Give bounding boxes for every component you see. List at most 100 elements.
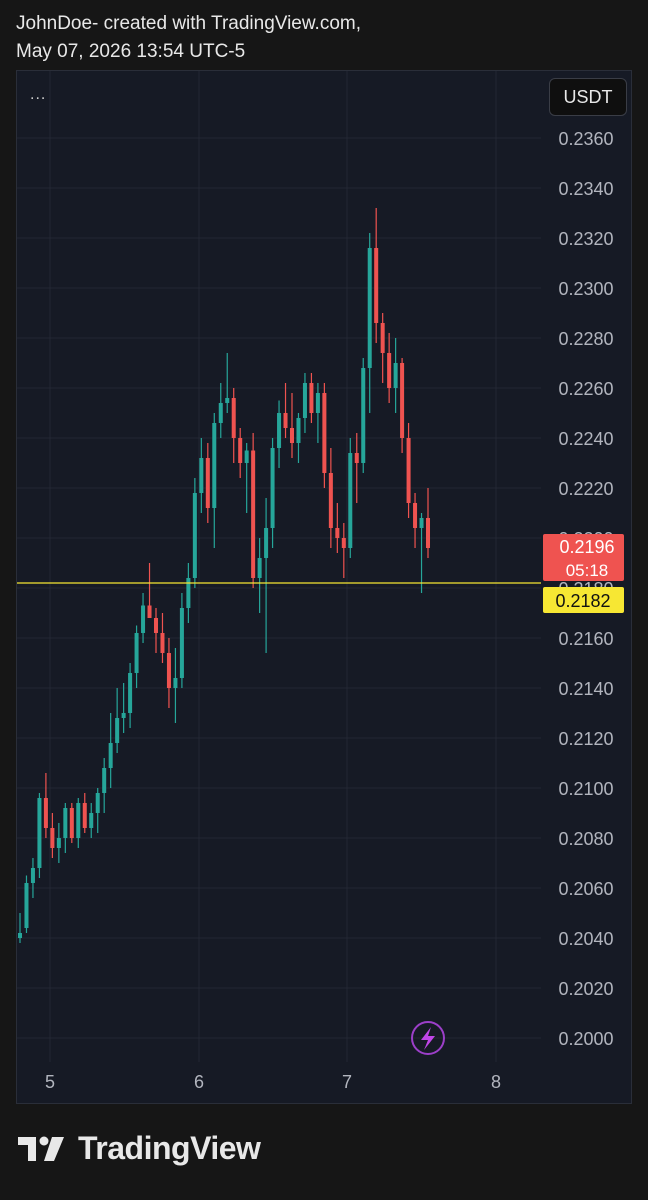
candle-body xyxy=(309,383,314,413)
tradingview-logo[interactable]: TradingView xyxy=(18,1130,261,1167)
candle-body xyxy=(251,450,256,578)
candle-body xyxy=(341,538,346,548)
y-tick-label: 0.2000 xyxy=(558,1029,613,1049)
candle-body xyxy=(69,808,74,838)
y-tick-label: 0.2120 xyxy=(558,729,613,749)
candle-body xyxy=(76,803,81,838)
candle-body xyxy=(89,813,94,828)
candle-body xyxy=(102,768,107,793)
y-tick-label: 0.2060 xyxy=(558,879,613,899)
candle-body xyxy=(121,713,126,718)
candle-body xyxy=(30,868,35,883)
candle-body xyxy=(50,828,55,848)
tradingview-logo-icon xyxy=(18,1136,64,1161)
candle-body xyxy=(153,618,159,633)
marker-price-label-bg xyxy=(543,587,624,613)
candle-body xyxy=(238,438,243,463)
candle-body xyxy=(141,605,146,633)
candle-body xyxy=(218,403,223,423)
y-tick-label: 0.2040 xyxy=(558,929,613,949)
y-tick-label: 0.2300 xyxy=(558,279,613,299)
candle-body xyxy=(147,605,152,618)
candle-body xyxy=(302,383,307,418)
candle-body xyxy=(37,798,42,868)
candle-body xyxy=(115,718,120,743)
candle-body xyxy=(205,458,210,508)
candle-body xyxy=(82,803,87,828)
x-tick-label: 7 xyxy=(342,1072,352,1092)
candle-body xyxy=(128,673,133,713)
x-tick-label: 5 xyxy=(45,1072,55,1092)
candle-body xyxy=(244,450,249,463)
candle-body xyxy=(160,633,165,653)
y-tick-label: 0.2140 xyxy=(558,679,613,699)
countdown-timer: 05:18 xyxy=(566,561,609,580)
x-tick-label: 8 xyxy=(491,1072,501,1092)
candle-body xyxy=(361,368,366,463)
candle-body xyxy=(367,248,372,368)
candle-body xyxy=(212,423,217,508)
candle-body xyxy=(400,363,405,438)
candle-body xyxy=(270,448,275,528)
candle-body xyxy=(43,798,48,828)
candle-body xyxy=(335,528,340,538)
current-price-value: 0.2196 xyxy=(559,537,614,557)
y-tick-label: 0.2020 xyxy=(558,979,613,999)
y-tick-label: 0.2160 xyxy=(558,629,613,649)
candle-body xyxy=(315,393,320,413)
candle-body xyxy=(406,438,411,503)
candle-body xyxy=(393,363,398,388)
candle-body xyxy=(277,413,282,448)
candle-body xyxy=(63,808,68,838)
y-tick-label: 0.2220 xyxy=(558,479,613,499)
candle-body xyxy=(322,393,327,473)
candle-body xyxy=(264,528,269,558)
current-price-label-bg xyxy=(543,534,624,581)
candle-body xyxy=(134,633,139,673)
candle-body xyxy=(425,518,431,548)
marker-price-value: 0.2182 xyxy=(555,591,610,611)
chart-header: JohnDoe- created with TradingView.com, M… xyxy=(16,10,361,66)
y-tick-label: 0.2320 xyxy=(558,229,613,249)
currency-selector-button[interactable]: USDT xyxy=(549,78,627,116)
candle-body xyxy=(56,838,61,848)
y-tick-label: 0.2080 xyxy=(558,829,613,849)
y-tick-label: 0.2240 xyxy=(558,429,613,449)
candle-body xyxy=(328,473,333,528)
candle-body xyxy=(348,453,353,548)
y-tick-label: 0.2360 xyxy=(558,129,613,149)
candle-body xyxy=(257,558,262,578)
candle-body xyxy=(24,883,29,928)
lightning-icon[interactable] xyxy=(411,1021,445,1055)
brand-name: TradingView xyxy=(78,1130,261,1166)
y-tick-label: 0.2340 xyxy=(558,179,613,199)
candle-body xyxy=(354,453,359,463)
candle-body xyxy=(179,608,184,678)
y-tick-label: 0.2100 xyxy=(558,779,613,799)
candle-body xyxy=(17,933,23,938)
candle-body xyxy=(192,493,197,578)
more-options-icon[interactable]: ... xyxy=(30,86,47,103)
chart-panel[interactable] xyxy=(16,70,632,1104)
candle-body xyxy=(108,743,113,768)
y-tick-label: 0.2280 xyxy=(558,329,613,349)
author-line: JohnDoe- created with TradingView.com, xyxy=(16,13,361,34)
candle-body xyxy=(380,323,385,353)
candle-body xyxy=(374,248,379,323)
candle-body xyxy=(95,793,100,813)
candle-body xyxy=(199,458,204,493)
candle-body xyxy=(283,413,288,428)
candle-body xyxy=(289,428,295,443)
candle-body xyxy=(225,398,230,403)
candle-body xyxy=(166,653,171,688)
candle-body xyxy=(419,518,424,528)
y-tick-label: 0.2260 xyxy=(558,379,613,399)
candle-body xyxy=(231,398,236,438)
candle-body xyxy=(413,503,418,528)
candle-body xyxy=(173,678,178,688)
candle-body xyxy=(387,353,392,388)
candle-body xyxy=(186,578,191,608)
timestamp-line: May 07, 2026 13:54 UTC-5 xyxy=(16,41,246,62)
x-tick-label: 6 xyxy=(194,1072,204,1092)
